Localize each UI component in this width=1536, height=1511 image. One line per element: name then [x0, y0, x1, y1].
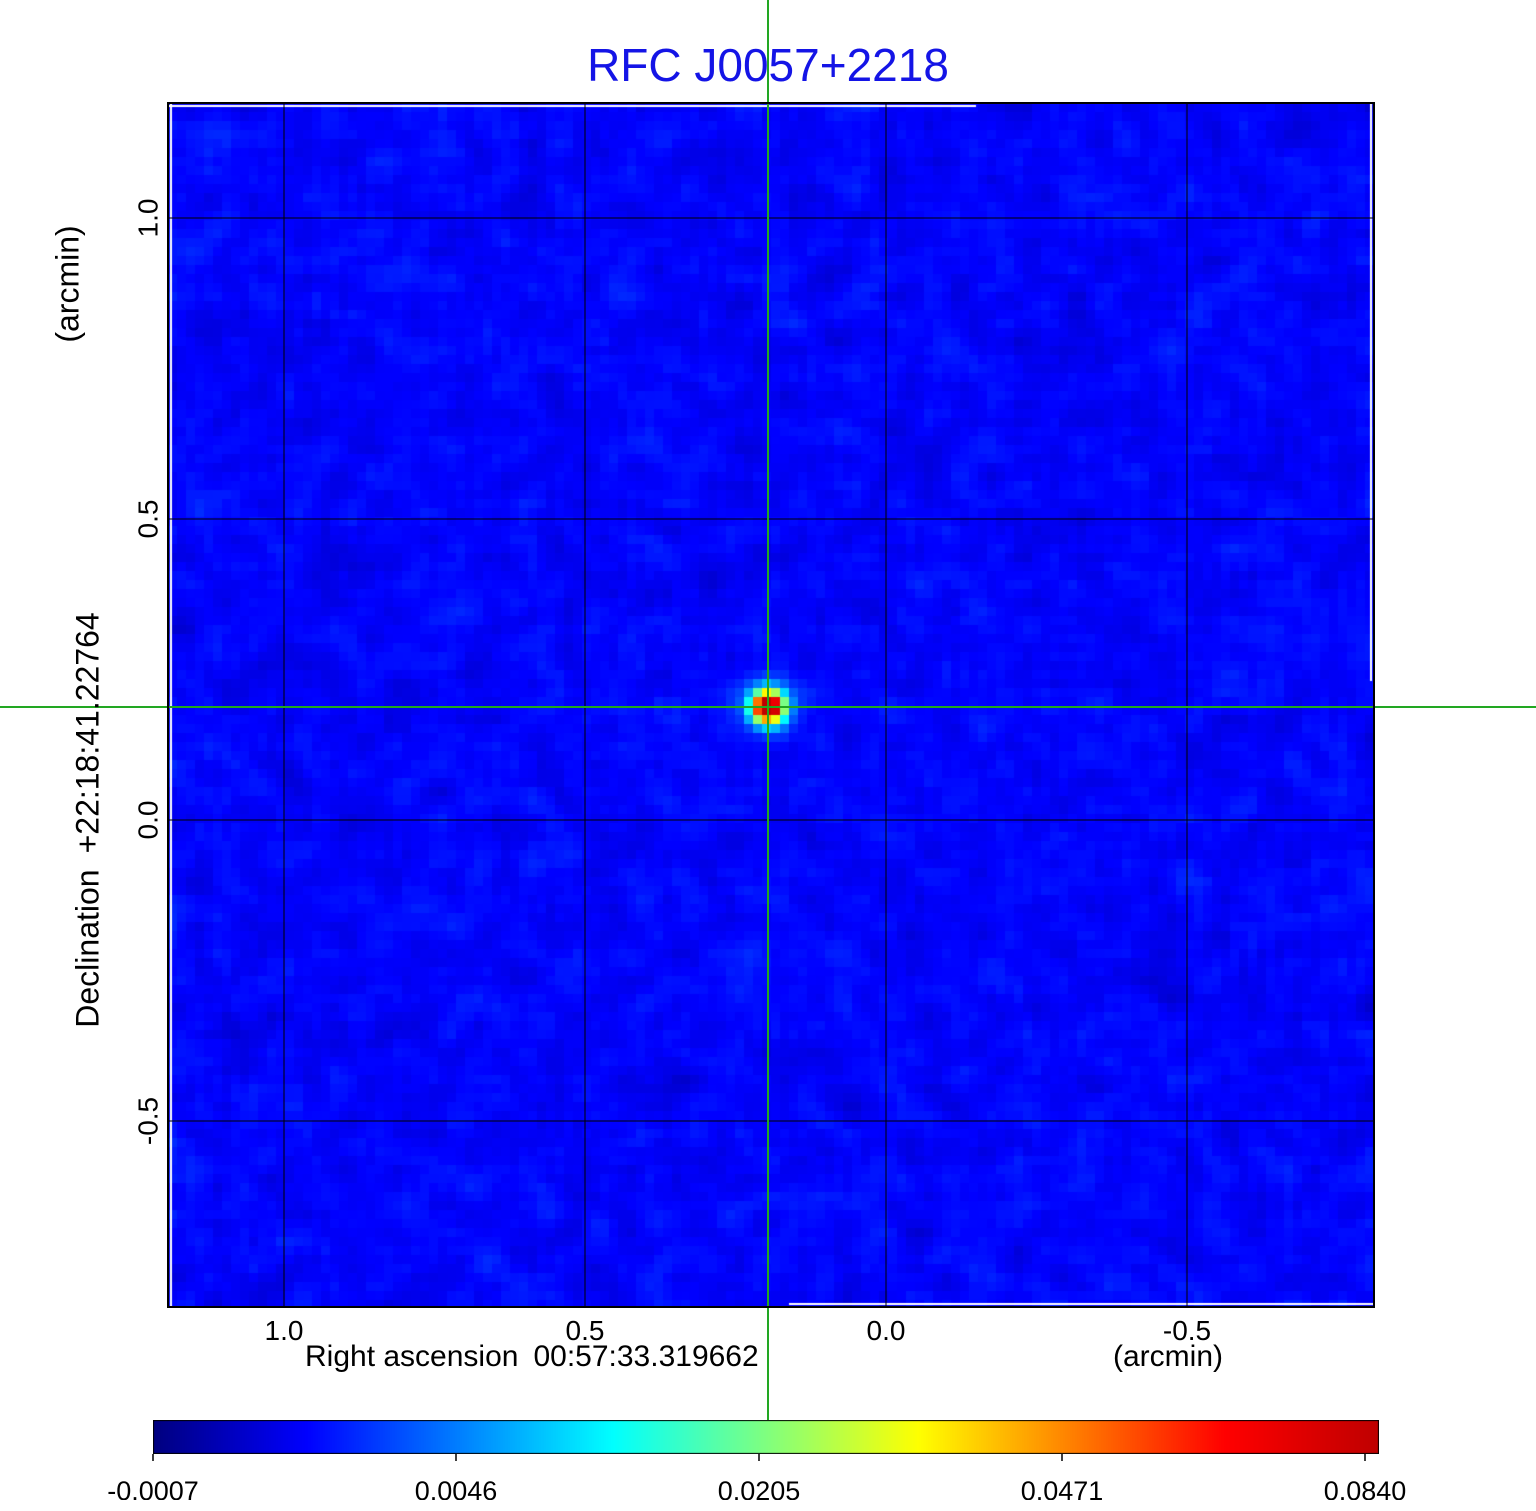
- svg-text:0.5: 0.5: [132, 500, 163, 539]
- svg-text:-0.0007: -0.0007: [107, 1476, 199, 1500]
- svg-text:0.0840: 0.0840: [1324, 1476, 1407, 1500]
- svg-text:0.0: 0.0: [867, 1315, 906, 1346]
- svg-text:1.0: 1.0: [265, 1315, 304, 1346]
- svg-text:0.0471: 0.0471: [1021, 1476, 1104, 1500]
- svg-text:-0.5: -0.5: [132, 1097, 163, 1145]
- svg-text:0.0205: 0.0205: [718, 1476, 801, 1500]
- svg-text:0.0: 0.0: [132, 801, 163, 840]
- svg-text:1.0: 1.0: [132, 199, 163, 238]
- svg-text:0.0046: 0.0046: [415, 1476, 498, 1500]
